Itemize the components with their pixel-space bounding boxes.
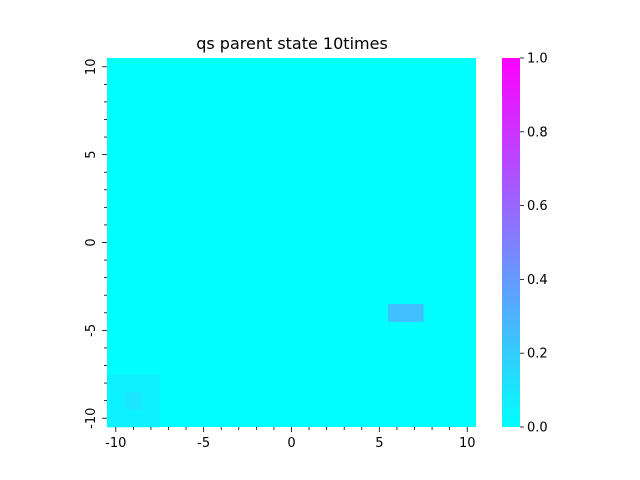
heatmap-cell [107,409,125,428]
chart-title: qs parent state 10times [196,34,388,53]
heatmap-cell [107,391,125,410]
heatmap-cell [107,374,125,393]
colorbar-tick-label: 0.4 [527,273,548,288]
heatmap-cell [124,409,143,428]
x-tick-label: 5 [375,436,383,451]
colorbar-tick-label: 0.6 [527,199,548,214]
y-tick-label: 5 [84,151,99,159]
heatmap-area [107,58,476,428]
y-axis: 10 5 0 -5 -10 [84,59,107,429]
y-tick-label: 0 [84,238,99,246]
y-tick-label: 10 [84,59,99,76]
heatmap-cell [124,374,143,393]
colorbar-tick-label: 1.0 [527,52,548,67]
colorbar-tick-label: 0.8 [527,125,548,140]
colorbar-tick-label: 0.0 [527,421,548,436]
heatmap-cell [388,304,407,322]
x-tick-label: 10 [459,436,476,451]
colorbar-tick-label: 0.2 [527,347,548,362]
x-axis: -10 -5 0 5 10 [105,427,475,451]
heatmap-cell [142,409,161,428]
heatmap-cell [405,304,424,322]
heatmap-cell [124,391,143,410]
x-tick-label: -5 [197,436,210,451]
colorbar [502,58,520,427]
x-tick-label: -10 [105,436,126,451]
x-tick-label: 0 [287,436,295,451]
heatmap-background [107,58,476,427]
heatmap-cell [142,391,161,410]
y-tick-label: -10 [84,408,99,429]
heatmap-cell [142,374,161,393]
y-tick-label: -5 [84,324,99,337]
colorbar-axis: 0.0 0.2 0.4 0.6 0.8 1.0 [520,52,548,436]
